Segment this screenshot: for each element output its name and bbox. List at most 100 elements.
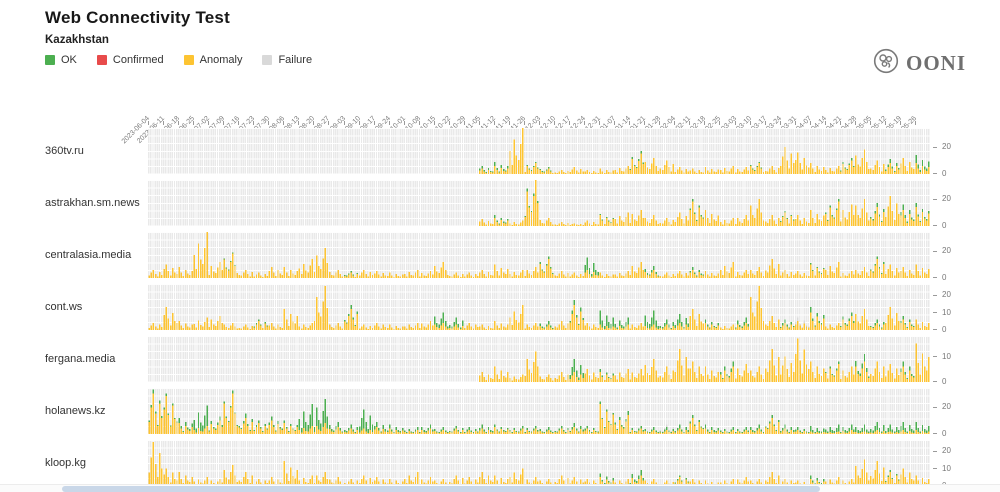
y-axis-label: 10 bbox=[942, 307, 951, 317]
x-axis-tick bbox=[614, 121, 616, 125]
x-axis-tick bbox=[884, 121, 886, 125]
x-axis-tick bbox=[914, 121, 916, 125]
x-axis-tick bbox=[824, 121, 826, 125]
x-axis-labels: 2023-06-042023-06-112023-06-182023-06-25… bbox=[121, 78, 930, 145]
y-axis-tick bbox=[933, 198, 937, 200]
x-axis-tick bbox=[539, 121, 540, 125]
site-label[interactable]: fergana.media bbox=[45, 353, 116, 365]
row-plot[interactable] bbox=[148, 284, 930, 330]
y-axis-tick bbox=[933, 173, 937, 174]
x-axis-tick bbox=[253, 121, 255, 125]
legend-item-ok: OK bbox=[45, 54, 77, 66]
y-axis: 0 10 bbox=[930, 336, 970, 385]
x-axis-tick bbox=[448, 121, 450, 125]
y-axis-tick bbox=[933, 225, 937, 226]
chart-rows: 360tv.ru 0 20 astrakhan.sm.news 0 20 centralas… bbox=[0, 128, 1000, 489]
horizontal-scrollbar-track[interactable] bbox=[0, 484, 1000, 492]
site-label[interactable]: astrakhan.sm.news bbox=[45, 197, 140, 209]
x-axis-tick bbox=[764, 121, 766, 125]
y-axis-label: 20 bbox=[942, 194, 951, 204]
y-axis-tick bbox=[933, 312, 937, 314]
brand-name: OONI bbox=[905, 51, 966, 75]
site-row: centralasia.media 0 20 bbox=[0, 232, 1000, 281]
row-plot[interactable] bbox=[148, 232, 930, 278]
x-axis-tick bbox=[493, 121, 495, 125]
y-axis-tick bbox=[933, 277, 937, 278]
row-plot[interactable] bbox=[148, 388, 930, 434]
horizontal-scrollbar-thumb[interactable] bbox=[62, 486, 820, 492]
legend: OK Confirmed Anomaly Failure bbox=[45, 54, 312, 66]
legend-label: Failure bbox=[278, 54, 313, 66]
y-axis-tick bbox=[933, 433, 937, 434]
y-axis-label: 0 bbox=[942, 220, 947, 230]
row-plot[interactable] bbox=[148, 336, 930, 382]
site-row: astrakhan.sm.news 0 20 bbox=[0, 180, 1000, 229]
x-axis-tick bbox=[689, 121, 691, 125]
x-axis-tick bbox=[418, 121, 420, 125]
ooni-icon bbox=[873, 48, 899, 79]
header: Web Connectivity Test Kazakhstan bbox=[45, 8, 230, 46]
x-axis-tick bbox=[238, 121, 240, 125]
legend-swatch bbox=[45, 55, 55, 65]
legend-item-anomaly: Anomaly bbox=[183, 54, 243, 66]
country-subtitle: Kazakhstan bbox=[45, 34, 109, 46]
legend-item-confirmed: Confirmed bbox=[96, 54, 164, 66]
x-axis-tick bbox=[433, 121, 435, 125]
x-axis-tick bbox=[674, 121, 676, 125]
x-axis-tick bbox=[809, 121, 811, 125]
x-axis-tick bbox=[599, 121, 601, 125]
legend-swatch bbox=[96, 55, 107, 65]
y-axis-label: 20 bbox=[942, 290, 951, 300]
x-axis-tick bbox=[178, 121, 180, 125]
x-axis-tick bbox=[523, 121, 525, 125]
y-axis-tick bbox=[933, 381, 937, 382]
site-label[interactable]: centralasia.media bbox=[45, 249, 132, 261]
y-axis-label: 10 bbox=[942, 351, 951, 361]
site-label[interactable]: holanews.kz bbox=[45, 405, 106, 417]
x-axis-tick bbox=[584, 121, 586, 125]
x-axis-tick bbox=[193, 121, 195, 125]
x-axis-tick bbox=[208, 121, 210, 125]
x-axis-tick bbox=[268, 121, 270, 125]
site-label[interactable]: cont.ws bbox=[45, 301, 83, 313]
y-axis-label: 0 bbox=[942, 428, 947, 438]
x-axis-tick bbox=[794, 121, 796, 125]
x-axis-tick bbox=[719, 121, 721, 125]
x-axis-tick bbox=[148, 121, 149, 125]
y-axis-tick bbox=[933, 356, 937, 358]
y-axis: 0 20 bbox=[930, 180, 970, 229]
x-axis-tick bbox=[358, 121, 360, 125]
site-label[interactable]: kloop.kg bbox=[45, 457, 86, 469]
x-axis-tick bbox=[298, 121, 300, 125]
x-axis-tick bbox=[899, 121, 901, 125]
row-plot[interactable] bbox=[148, 440, 930, 486]
x-axis-tick bbox=[163, 121, 165, 125]
x-axis-tick bbox=[734, 121, 736, 125]
y-axis-label: 20 bbox=[942, 402, 951, 412]
x-axis-tick bbox=[869, 121, 871, 125]
x-axis-tick bbox=[569, 121, 571, 125]
x-axis-tick bbox=[463, 121, 465, 125]
legend-label: Confirmed bbox=[112, 54, 164, 66]
y-axis-label: 10 bbox=[942, 463, 951, 473]
y-axis-tick bbox=[933, 450, 937, 452]
site-label[interactable]: 360tv.ru bbox=[45, 145, 84, 157]
x-axis-tick bbox=[313, 121, 315, 125]
x-axis-tick bbox=[373, 121, 375, 125]
y-axis-label: 0 bbox=[942, 376, 947, 386]
y-axis: 0 20 bbox=[930, 388, 970, 437]
x-axis-tick bbox=[749, 121, 751, 125]
row-plot[interactable] bbox=[148, 128, 930, 174]
site-row: holanews.kz 0 20 bbox=[0, 388, 1000, 437]
x-axis-tick bbox=[659, 121, 661, 125]
legend-label: Anomaly bbox=[199, 54, 243, 66]
y-axis-tick bbox=[933, 294, 937, 296]
x-axis-tick bbox=[554, 121, 556, 125]
legend-swatch bbox=[183, 55, 194, 65]
row-plot[interactable] bbox=[148, 180, 930, 226]
x-axis-tick bbox=[478, 121, 480, 125]
x-axis-tick bbox=[403, 121, 405, 125]
x-axis-tick bbox=[629, 121, 631, 125]
